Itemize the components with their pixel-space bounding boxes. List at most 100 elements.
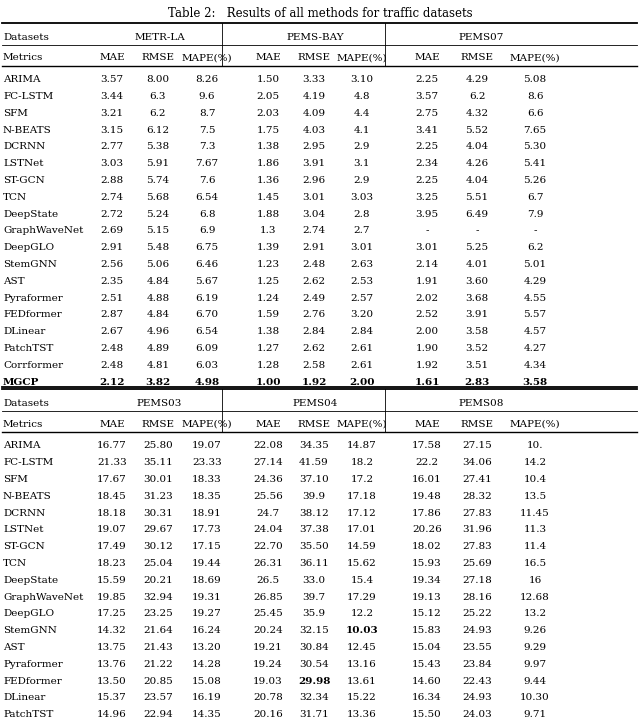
Text: 1.61: 1.61 bbox=[414, 378, 440, 387]
Text: 8.6: 8.6 bbox=[527, 92, 543, 101]
Text: 36.11: 36.11 bbox=[299, 559, 329, 568]
Text: Metrics: Metrics bbox=[3, 420, 44, 428]
Text: 2.25: 2.25 bbox=[415, 143, 438, 151]
Text: 2.14: 2.14 bbox=[415, 260, 438, 269]
Text: 5.48: 5.48 bbox=[147, 243, 170, 252]
Text: 25.80: 25.80 bbox=[143, 441, 173, 451]
Text: 24.36: 24.36 bbox=[253, 475, 283, 484]
Text: MAE: MAE bbox=[99, 420, 125, 428]
Text: 29.67: 29.67 bbox=[143, 526, 173, 534]
Text: 2.57: 2.57 bbox=[351, 294, 374, 302]
Text: 2.25: 2.25 bbox=[415, 76, 438, 84]
Text: 37.10: 37.10 bbox=[299, 475, 329, 484]
Text: 16.5: 16.5 bbox=[524, 559, 547, 568]
Text: 3.01: 3.01 bbox=[351, 243, 374, 252]
Text: 18.69: 18.69 bbox=[192, 576, 222, 585]
Text: 6.54: 6.54 bbox=[195, 328, 219, 336]
Text: 23.55: 23.55 bbox=[462, 643, 492, 652]
Text: 2.12: 2.12 bbox=[99, 378, 125, 387]
Text: PEMS-BAY: PEMS-BAY bbox=[286, 32, 344, 42]
Text: 4.57: 4.57 bbox=[524, 328, 547, 336]
Text: 30.54: 30.54 bbox=[299, 660, 329, 669]
Text: 2.69: 2.69 bbox=[100, 227, 124, 235]
Text: 2.61: 2.61 bbox=[351, 344, 374, 353]
Text: 15.37: 15.37 bbox=[97, 693, 127, 703]
Text: 4.4: 4.4 bbox=[354, 109, 371, 118]
Text: 1.59: 1.59 bbox=[257, 310, 280, 320]
Text: 5.24: 5.24 bbox=[147, 210, 170, 219]
Text: 3.58: 3.58 bbox=[465, 328, 488, 336]
Text: 2.03: 2.03 bbox=[257, 109, 280, 118]
Text: 17.58: 17.58 bbox=[412, 441, 442, 451]
Text: 9.44: 9.44 bbox=[524, 677, 547, 685]
Text: 24.03: 24.03 bbox=[462, 710, 492, 719]
Text: 20.16: 20.16 bbox=[253, 710, 283, 719]
Text: 19.85: 19.85 bbox=[97, 593, 127, 602]
Text: 6.70: 6.70 bbox=[195, 310, 219, 320]
Text: 4.01: 4.01 bbox=[465, 260, 488, 269]
Text: 16: 16 bbox=[529, 576, 541, 585]
Text: 23.25: 23.25 bbox=[143, 609, 173, 618]
Text: 6.54: 6.54 bbox=[195, 193, 219, 202]
Text: 7.3: 7.3 bbox=[199, 143, 215, 151]
Text: 15.08: 15.08 bbox=[192, 677, 222, 685]
Text: 2.95: 2.95 bbox=[303, 143, 326, 151]
Text: 2.7: 2.7 bbox=[354, 227, 371, 235]
Text: AST: AST bbox=[3, 277, 24, 286]
Text: Pyraformer: Pyraformer bbox=[3, 294, 63, 302]
Text: 4.81: 4.81 bbox=[147, 361, 170, 370]
Text: 10.03: 10.03 bbox=[346, 626, 378, 635]
Text: 16.01: 16.01 bbox=[412, 475, 442, 484]
Text: MAPE(%): MAPE(%) bbox=[337, 53, 387, 63]
Text: 37.38: 37.38 bbox=[299, 526, 329, 534]
Text: 5.15: 5.15 bbox=[147, 227, 170, 235]
Text: 9.97: 9.97 bbox=[524, 660, 547, 669]
Text: 2.48: 2.48 bbox=[100, 344, 124, 353]
Text: 1.23: 1.23 bbox=[257, 260, 280, 269]
Text: 1.38: 1.38 bbox=[257, 328, 280, 336]
Text: 27.15: 27.15 bbox=[462, 441, 492, 451]
Text: 2.84: 2.84 bbox=[351, 328, 374, 336]
Text: 39.7: 39.7 bbox=[303, 593, 326, 602]
Text: 1.88: 1.88 bbox=[257, 210, 280, 219]
Text: 22.94: 22.94 bbox=[143, 710, 173, 719]
Text: MAE: MAE bbox=[414, 53, 440, 63]
Text: 17.73: 17.73 bbox=[192, 526, 222, 534]
Text: 22.70: 22.70 bbox=[253, 542, 283, 552]
Text: 13.61: 13.61 bbox=[347, 677, 377, 685]
Text: 6.19: 6.19 bbox=[195, 294, 219, 302]
Text: TCN: TCN bbox=[3, 193, 27, 202]
Text: 1.75: 1.75 bbox=[257, 126, 280, 135]
Text: MAE: MAE bbox=[99, 53, 125, 63]
Text: 30.84: 30.84 bbox=[299, 643, 329, 652]
Text: 3.91: 3.91 bbox=[303, 159, 326, 168]
Text: 24.04: 24.04 bbox=[253, 526, 283, 534]
Text: 2.67: 2.67 bbox=[100, 328, 124, 336]
Text: 2.76: 2.76 bbox=[303, 310, 326, 320]
Text: 2.88: 2.88 bbox=[100, 176, 124, 185]
Text: 14.35: 14.35 bbox=[192, 710, 222, 719]
Text: 16.24: 16.24 bbox=[192, 626, 222, 635]
Text: 1.24: 1.24 bbox=[257, 294, 280, 302]
Text: 6.8: 6.8 bbox=[199, 210, 215, 219]
Text: 2.9: 2.9 bbox=[354, 176, 371, 185]
Text: 1.38: 1.38 bbox=[257, 143, 280, 151]
Text: 14.87: 14.87 bbox=[347, 441, 377, 451]
Text: 4.88: 4.88 bbox=[147, 294, 170, 302]
Text: 32.34: 32.34 bbox=[299, 693, 329, 703]
Text: RMSE: RMSE bbox=[298, 420, 330, 428]
Text: 2.72: 2.72 bbox=[100, 210, 124, 219]
Text: Datasets: Datasets bbox=[3, 399, 49, 408]
Text: 5.51: 5.51 bbox=[465, 193, 488, 202]
Text: 12.68: 12.68 bbox=[520, 593, 550, 602]
Text: 4.8: 4.8 bbox=[354, 92, 371, 101]
Text: Pyraformer: Pyraformer bbox=[3, 660, 63, 669]
Text: 28.16: 28.16 bbox=[462, 593, 492, 602]
Text: 21.22: 21.22 bbox=[143, 660, 173, 669]
Text: 4.04: 4.04 bbox=[465, 176, 488, 185]
Text: 6.46: 6.46 bbox=[195, 260, 219, 269]
Text: RMSE: RMSE bbox=[298, 53, 330, 63]
Text: 5.91: 5.91 bbox=[147, 159, 170, 168]
Text: AST: AST bbox=[3, 643, 24, 652]
Text: 34.35: 34.35 bbox=[299, 441, 329, 451]
